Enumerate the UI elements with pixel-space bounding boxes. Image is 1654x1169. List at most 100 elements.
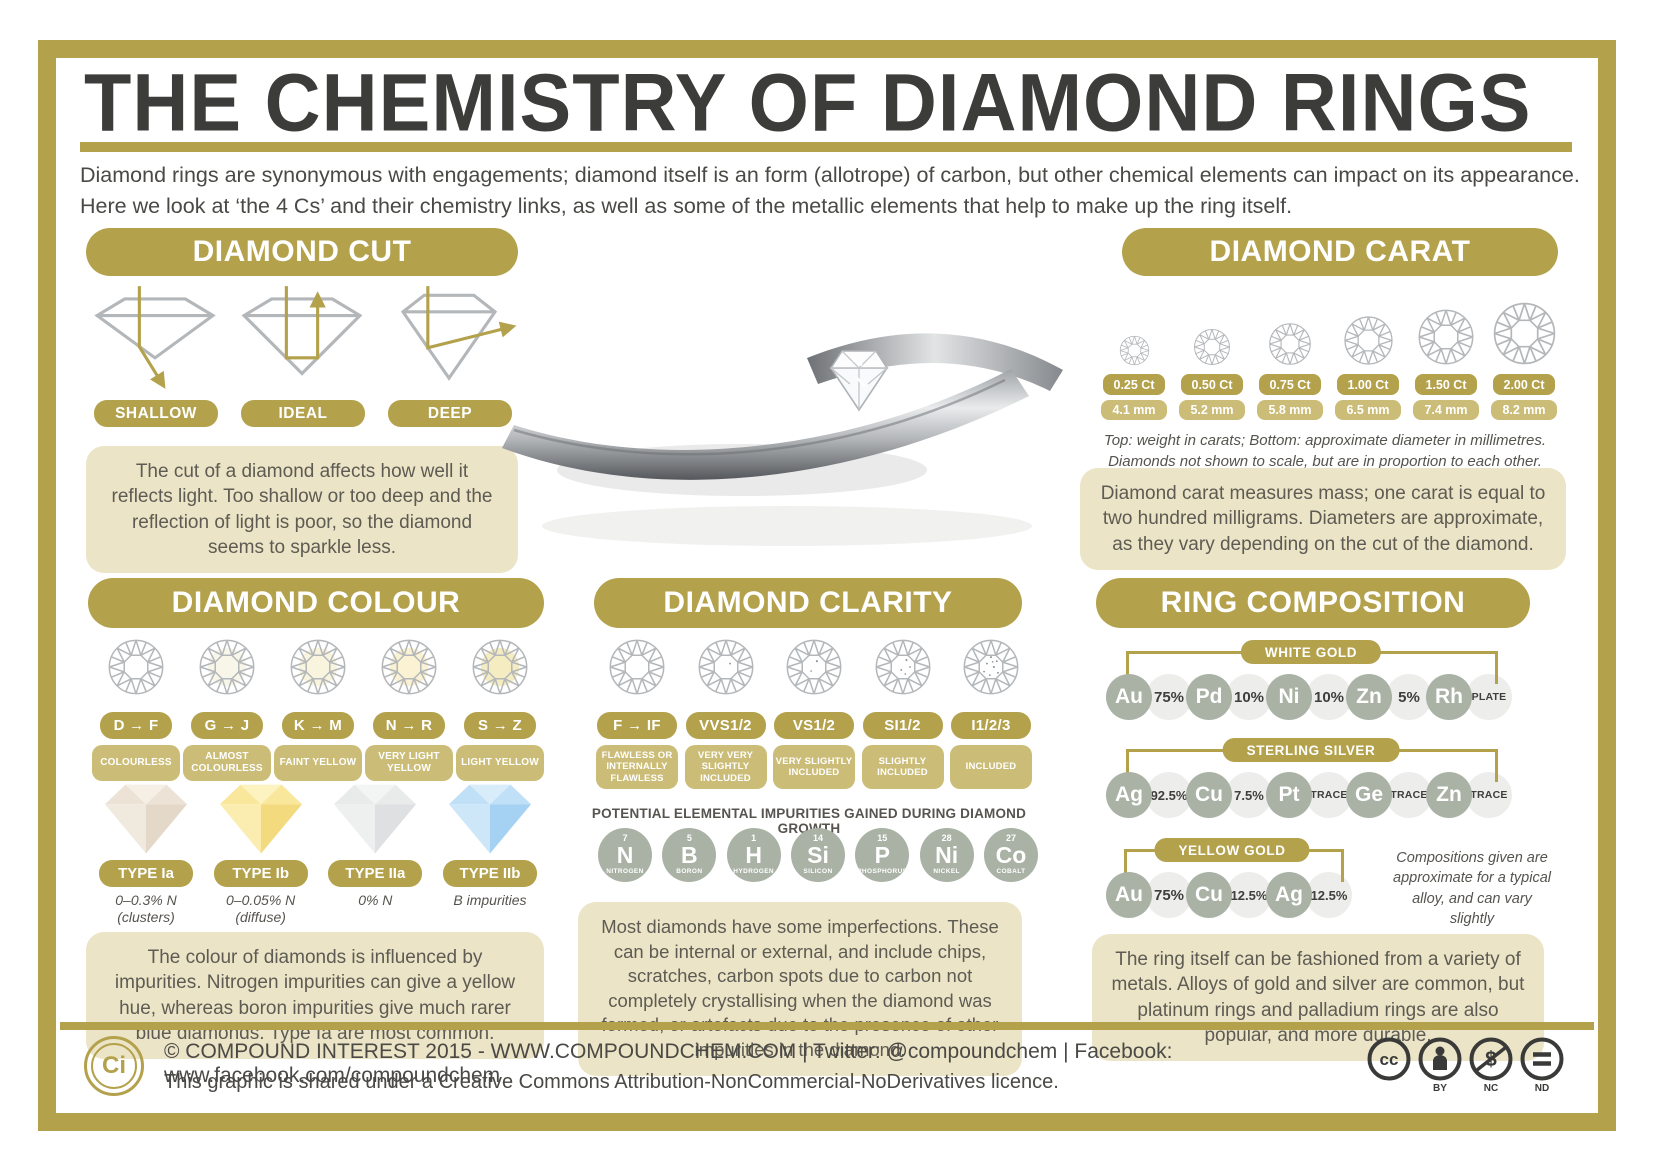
carat-weight-pill: 2.00 Ct <box>1493 374 1555 395</box>
colour-type-column: TYPE IIa 0% N <box>321 778 429 926</box>
element-tile-hydrogen: 1 H HYDROGEN <box>726 828 781 882</box>
carat-column: 0.25 Ct 4.1 mm <box>1098 286 1170 420</box>
carat-diameter-pill: 5.8 mm <box>1257 400 1323 420</box>
cut-label-ideal: IDEAL <box>241 400 365 427</box>
brilliant-diamond-icon <box>1492 301 1557 366</box>
carat-weight-pill: 0.50 Ct <box>1181 374 1243 395</box>
colour-grade-column: D → F COLOURLESS <box>92 638 180 781</box>
element-circle: Ag <box>1106 772 1152 818</box>
carat-diameter-pill: 6.5 mm <box>1335 400 1401 420</box>
colour-grade-pill: S → Z <box>464 712 536 739</box>
element-circle: Au <box>1106 872 1152 918</box>
carat-note: Top: weight in carats; Bottom: approxima… <box>1103 432 1547 470</box>
footer-licence-line: This graphic is shared under a Creative … <box>164 1071 1059 1093</box>
brilliant-diamond-icon <box>1193 328 1231 366</box>
cut-diagram-ideal-icon <box>241 286 363 376</box>
colour-grade-pill: D → F <box>100 712 172 739</box>
colour-grade-sublabel: COLOURLESS <box>92 745 180 781</box>
clarity-grade-pill: I1/2/3 <box>951 712 1031 739</box>
section-header-diamond-clarity: DIAMOND CLARITY <box>594 578 1022 628</box>
colour-grade-sublabel: LIGHT YELLOW <box>456 745 544 781</box>
colour-type-desc: 0% N <box>358 892 393 908</box>
element-tile-nickel: 28 Ni NICKEL <box>919 828 974 882</box>
value-circle: 75% <box>1146 872 1192 918</box>
carat-diameter-pill: 4.1 mm <box>1101 400 1167 420</box>
colour-grade-sublabel: FAINT YELLOW <box>274 745 362 781</box>
element-circle: Au <box>1106 674 1152 720</box>
cut-label-deep: DEEP <box>388 400 512 427</box>
colour-type-column: TYPE IIb B impurities <box>436 778 544 926</box>
colour-grade-pill: N → R <box>373 712 445 739</box>
carat-column: 0.50 Ct 5.2 mm <box>1176 286 1248 420</box>
cc-nd-icon: ND <box>1519 1036 1565 1095</box>
colour-grade-column: S → Z LIGHT YELLOW <box>456 638 544 781</box>
colour-caption: The colour of diamonds is influenced by … <box>86 932 544 1060</box>
alloy-group-yellow-gold: YELLOW GOLD Au 75% Cu 12.5% Ag 12.5% <box>1106 838 1358 918</box>
impurity-elements: 7 N NITROGEN 5 B BORON 1 H HYDROGEN 14 S… <box>598 828 1038 882</box>
colour-grades: D → F COLOURLESS G → J ALMOST COLOURLESS… <box>92 638 544 781</box>
intro-paragraph: Diamond rings are synonymous with engage… <box>80 163 1580 218</box>
colour-grade-column: K → M FAINT YELLOW <box>274 638 362 781</box>
clarity-grade-sublabel: INCLUDED <box>950 745 1032 789</box>
element-tile-boron: 5 B BORON <box>662 828 717 882</box>
element-circle: Pt <box>1266 772 1312 818</box>
cc-licence-icons: cc BY $ NC ND <box>1366 1036 1565 1095</box>
page-border-frame <box>38 40 1616 1131</box>
carat-column: 2.00 Ct 8.2 mm <box>1488 286 1560 420</box>
colour-grade-pill: G → J <box>191 712 263 739</box>
brilliant-diamond-icon <box>1417 308 1475 366</box>
value-circle: 75% <box>1146 674 1192 720</box>
attribution-person-icon <box>1418 1037 1462 1081</box>
value-circle: 92.5% <box>1146 772 1192 818</box>
element-circle: Ni <box>1266 674 1312 720</box>
alloy-group-sterling-silver: STERLING SILVER Ag 92.5% Cu 7.5% Pt TRAC… <box>1106 738 1516 818</box>
colour-grade-column: G → J ALMOST COLOURLESS <box>183 638 271 781</box>
section-header-diamond-cut: DIAMOND CUT <box>86 228 518 276</box>
clarity-grade-sublabel: SLIGHTLY INCLUDED <box>861 745 944 789</box>
section-header-diamond-colour: DIAMOND COLOUR <box>88 578 544 628</box>
carat-column: 1.00 Ct 6.5 mm <box>1332 286 1404 420</box>
value-circle: TRACE <box>1466 772 1512 818</box>
diamond-gem-icon <box>829 350 889 412</box>
colour-grade-column: N → R VERY LIGHT YELLOW <box>365 638 453 781</box>
footer-credit-line: © COMPOUND INTEREST 2015 - WWW.COMPOUNDC… <box>164 1040 1173 1087</box>
brilliant-diamond-icon <box>1268 322 1312 366</box>
value-circle: 5% <box>1386 674 1432 720</box>
element-tile-cobalt: 27 Co COBALT <box>983 828 1038 882</box>
colour-type-column: TYPE Ib 0–0.05% N (diffuse) <box>207 778 315 926</box>
colour-type-column: TYPE Ia 0–0.3% N (clusters) <box>92 778 200 926</box>
colour-type-pill: TYPE IIb <box>442 860 537 887</box>
value-circle: 7.5% <box>1226 772 1272 818</box>
carat-column: 1.50 Ct 7.4 mm <box>1410 286 1482 420</box>
clarity-grade-column: I1/2/3 INCLUDED <box>950 638 1032 789</box>
clarity-grade-column: VS1/2 VERY SLIGHTLY INCLUDED <box>773 638 855 789</box>
carat-diameter-pill: 8.2 mm <box>1491 400 1557 420</box>
element-circle: Ag <box>1266 872 1312 918</box>
cut-type-labels: SHALLOW IDEAL DEEP <box>94 400 512 427</box>
title-underline <box>80 142 1572 152</box>
value-circle: PLATE <box>1466 674 1512 720</box>
compound-interest-logo: Ci <box>84 1036 144 1096</box>
value-circle: TRACE <box>1306 772 1352 818</box>
colour-type-pill: TYPE IIa <box>328 860 423 887</box>
carat-weight-pill: 1.00 Ct <box>1337 374 1399 395</box>
brilliant-diamond-icon <box>697 638 755 696</box>
cut-diagrams <box>86 286 518 400</box>
section-header-diamond-carat: DIAMOND CARAT <box>1122 228 1558 276</box>
alloy-composition-row: Ag 92.5% Cu 7.5% Pt TRACE Ge TRACE Zn TR… <box>1106 772 1516 818</box>
alloy-group-white-gold: WHITE GOLD Au 75% Pd 10% Ni 10% Zn 5% Rh… <box>1106 640 1516 720</box>
carat-weight-pill: 0.75 Ct <box>1259 374 1321 395</box>
colour-type-desc: B impurities <box>453 892 527 908</box>
carat-weight-pill: 0.25 Ct <box>1103 374 1165 395</box>
clarity-grade-sublabel: VERY VERY SLIGHTLY INCLUDED <box>684 745 767 789</box>
logo-text: Ci <box>91 1043 137 1089</box>
element-circle: Rh <box>1426 674 1472 720</box>
clarity-grade-pill: VS1/2 <box>774 712 854 739</box>
element-circle: Zn <box>1346 674 1392 720</box>
cc-nc-icon: $ NC <box>1468 1036 1514 1095</box>
alloy-composition-row: Au 75% Pd 10% Ni 10% Zn 5% Rh PLATE <box>1106 674 1516 720</box>
cut-diagram-shallow-icon <box>94 286 216 389</box>
cut-caption: The cut of a diamond affects how well it… <box>86 446 518 574</box>
colour-type-pill: TYPE Ib <box>213 860 308 887</box>
alloy-bracket: WHITE GOLD <box>1106 640 1516 684</box>
